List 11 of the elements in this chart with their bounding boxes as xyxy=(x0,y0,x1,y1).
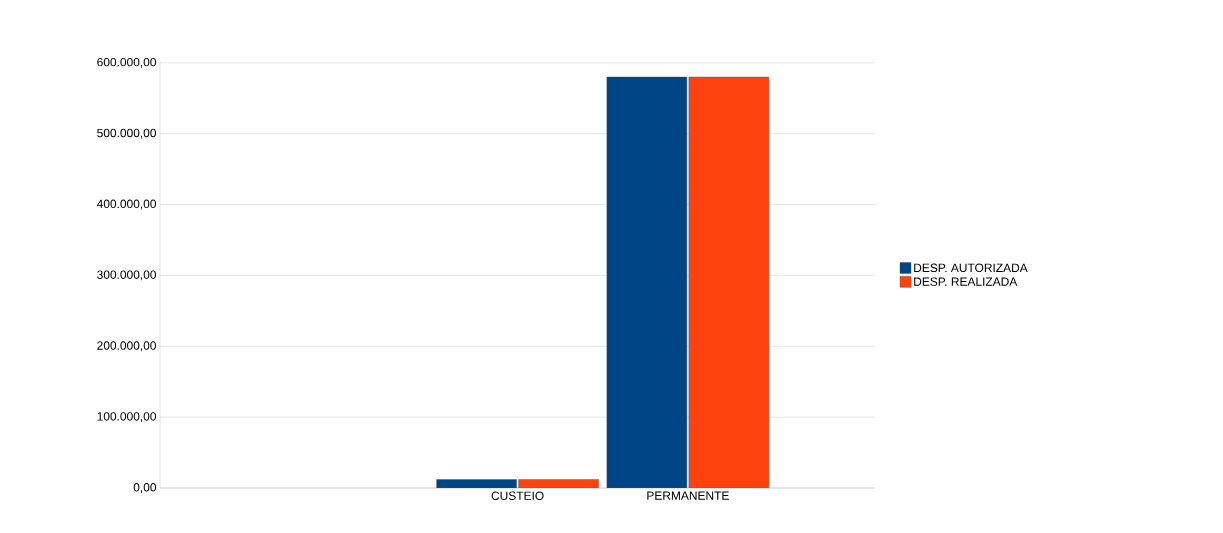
y-tick-label: 300.000,00 xyxy=(97,270,157,281)
y-tick-label: 0,00 xyxy=(133,483,157,493)
legend-label: DESP. AUTORIZADA xyxy=(914,263,1028,273)
y-tick-label: 500.000,00 xyxy=(97,128,157,139)
x-tick-label: PERMANENTE xyxy=(647,491,729,500)
y-tick-label: 100.000,00 xyxy=(97,412,157,423)
legend-label: DESP. REALIZADA xyxy=(914,277,1018,286)
y-tick-label: 200.000,00 xyxy=(97,341,157,352)
y-tick-label: 600.000,00 xyxy=(97,57,157,68)
y-tick-label: 400.000,00 xyxy=(96,199,157,210)
x-tick-label: CUSTEIO xyxy=(491,491,544,500)
